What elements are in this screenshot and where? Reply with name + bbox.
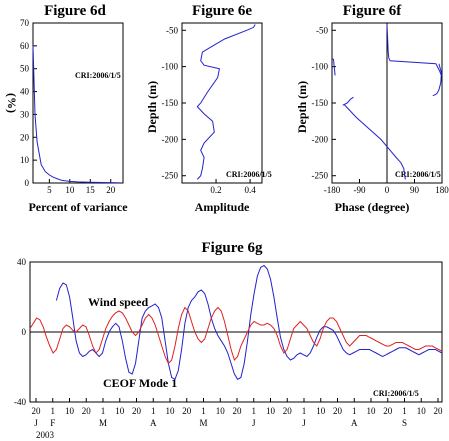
figure-6g-day-label: 1 — [302, 406, 307, 416]
figure-6g-day-label: 20 — [32, 406, 42, 416]
figure-6g-month-label: S — [402, 418, 407, 428]
figure-6g-day-label: 10 — [115, 406, 125, 416]
figure-6g-month-label: A — [150, 418, 157, 428]
figure-6g-month-label: J — [34, 418, 38, 428]
figure-6d-annotation: CRI:2006/1/5 — [75, 71, 121, 80]
figure-6g-month-label: J — [302, 418, 306, 428]
figure-6g-day-label: 20 — [434, 406, 444, 416]
figure-6g-year-label: 2003 — [36, 430, 55, 440]
figure-6d-ytick-label: 0 — [25, 178, 30, 188]
figure-6d-ytick-label: 10 — [20, 155, 30, 165]
figure-6g-day-label: 20 — [182, 406, 192, 416]
figure-6f-xtick-label: 0 — [385, 185, 390, 195]
figure-6g-day-label: 1 — [252, 406, 257, 416]
ceof-mode-1-line — [29, 306, 443, 365]
figure-6d-title: Figure 6d — [44, 3, 106, 19]
figure-6e-xlabel: Amplitude — [195, 200, 250, 214]
figure-6g-day-label: 10 — [316, 406, 326, 416]
figure-6g-day-label: 20 — [233, 406, 243, 416]
figure-6e-ytick-label: -100 — [162, 62, 179, 72]
figure-6f-ytick-label: -150 — [312, 98, 329, 108]
figure-6f-xtick-label: -180 — [324, 185, 341, 195]
figure-6g-ytick-label: -40 — [14, 397, 26, 407]
figure-6d-xtick-label: 20 — [106, 185, 116, 195]
figure-6e-annotation: CRI:2006/1/5 — [226, 170, 272, 179]
figure-6g-day-label: 20 — [283, 406, 293, 416]
figure-6d-xlabel: Percent of variance — [28, 200, 128, 214]
figure-6d-xtick-label: 10 — [65, 185, 75, 195]
figure-6g-ytick-label: 0 — [22, 327, 27, 337]
figure-6g-day-label: 1 — [201, 406, 206, 416]
figure-6g-day-label: 1 — [402, 406, 407, 416]
figure-6f-title: Figure 6f — [343, 3, 402, 19]
figure-6e-xtick-label: 0.4 — [244, 185, 256, 195]
figure-6d-xtick-label: 15 — [86, 185, 96, 195]
figure-6e-frame — [181, 22, 263, 184]
ceof-mode-1-label: CEOF Mode 1 — [103, 376, 177, 390]
figure-6g-day-label: 1 — [352, 406, 357, 416]
figure-6d-ytick-label: 60 — [20, 41, 30, 51]
figure-6g-day-label: 20 — [333, 406, 343, 416]
figure-6e-line — [196, 24, 256, 180]
figure-6g-day-label: 10 — [266, 406, 276, 416]
figure-6e-ytick-label: -250 — [162, 171, 179, 181]
figure-6d-ytick-label: 30 — [20, 109, 30, 119]
figure-6e-ytick-label: -200 — [162, 134, 179, 144]
figure-6g-month-label: M — [99, 418, 107, 428]
figure-6g-month-label: A — [351, 418, 358, 428]
figure-6g-day-label: 20 — [82, 406, 92, 416]
figure-6d-ytick-label: 70 — [20, 18, 30, 28]
figure-6e-ylabel: Depth (m) — [145, 81, 159, 133]
figure-6e-ytick-label: -150 — [162, 98, 179, 108]
figure-6f-ytick-label: -250 — [312, 171, 329, 181]
figure-6f-xtick-label: 180 — [435, 185, 449, 195]
figure-6f-line — [331, 24, 442, 180]
figure-6d-ytick-label: 40 — [20, 87, 30, 97]
figure-6f-ytick-label: -50 — [316, 25, 328, 35]
figure-6f-ytick-label: -100 — [312, 62, 329, 72]
figure-6g-day-label: 1 — [101, 406, 106, 416]
figure-6g-title: Figure 6g — [202, 240, 263, 256]
figure-6f-xtick-label: 90 — [410, 185, 420, 195]
figure-6g-day-label: 1 — [51, 406, 56, 416]
figure-6f-xlabel: Phase (degree) — [335, 200, 410, 214]
figure-6g-day-label: 20 — [132, 406, 142, 416]
wind-speed-label: Wind speed — [88, 295, 148, 309]
figure-6g-day-label: 20 — [383, 406, 393, 416]
figure-6e-ytick-label: -50 — [166, 25, 178, 35]
figure-6d-xtick-label: 5 — [47, 185, 52, 195]
figure-6d-ytick-label: 50 — [20, 64, 30, 74]
figure-6f-xtick-label: -90 — [354, 185, 366, 195]
figure-6g-day-label: 10 — [65, 406, 75, 416]
figure-6g-day-label: 10 — [367, 406, 377, 416]
figure-6g-month-label: F — [50, 418, 55, 428]
figure-6e-xtick-label: 0.2 — [210, 185, 221, 195]
figure-6g-month-label: J — [252, 418, 256, 428]
figure-6g-day-label: 1 — [151, 406, 156, 416]
figure-6e-title: Figure 6e — [192, 3, 252, 19]
figure-6d-line — [32, 45, 119, 184]
figure-6g-month-label: M — [199, 418, 207, 428]
figure-6f-ylabel: Depth (m) — [295, 81, 309, 133]
wind-speed-line — [55, 264, 443, 381]
figure-6g-day-label: 10 — [216, 406, 226, 416]
figure-6g-annotation: CRI:2006/1/5 — [373, 389, 419, 398]
figure-6d-ylabel: (%) — [5, 93, 19, 113]
figure-6d-frame — [32, 22, 124, 184]
figure-6g-ytick-label: 40 — [17, 257, 27, 267]
figure-6f-ytick-label: -200 — [312, 134, 329, 144]
figure-6g-day-label: 10 — [166, 406, 176, 416]
figure-6g-day-label: 10 — [417, 406, 427, 416]
figure-6f-annotation: CRI:2006/1/5 — [395, 170, 441, 179]
figure-6d-ytick-label: 20 — [20, 132, 30, 142]
